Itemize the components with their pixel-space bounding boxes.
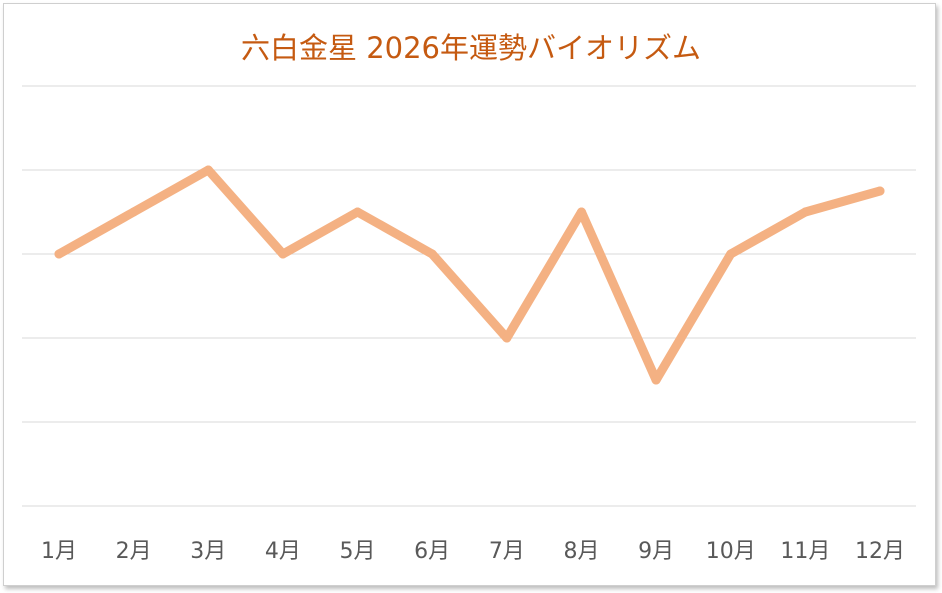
- data-point: [129, 207, 139, 217]
- gridlines: [22, 85, 916, 507]
- x-axis-ticks: 1月 2月 3月 4月 5月 6月 7月 8月 9月 10月 11月 12月: [41, 539, 905, 564]
- data-point: [278, 249, 288, 259]
- x-tick-label: 12月: [855, 539, 905, 564]
- data-point: [800, 207, 810, 217]
- series-line: [54, 165, 885, 385]
- x-tick-label: 8月: [563, 539, 599, 564]
- x-tick-label: 7月: [489, 539, 525, 564]
- data-point: [427, 249, 437, 259]
- x-tick-label: 5月: [340, 539, 376, 564]
- data-point: [726, 249, 736, 259]
- x-tick-label: 3月: [190, 539, 226, 564]
- data-point: [875, 186, 885, 196]
- x-tick-label: 11月: [780, 539, 830, 564]
- x-tick-label: 9月: [638, 539, 674, 564]
- x-tick-label: 10月: [706, 539, 756, 564]
- data-point: [502, 333, 512, 343]
- x-tick-label: 2月: [116, 539, 152, 564]
- x-tick-label: 6月: [414, 539, 450, 564]
- data-point: [203, 165, 213, 175]
- x-tick-label: 1月: [41, 539, 77, 564]
- data-point: [353, 207, 363, 217]
- data-point: [576, 207, 586, 217]
- data-point: [54, 249, 64, 259]
- series-layer: [54, 165, 885, 385]
- x-tick-label: 4月: [265, 539, 301, 564]
- data-point: [651, 375, 661, 385]
- chart-title: 六白金星 2026年運勢バイオリズム: [241, 31, 701, 65]
